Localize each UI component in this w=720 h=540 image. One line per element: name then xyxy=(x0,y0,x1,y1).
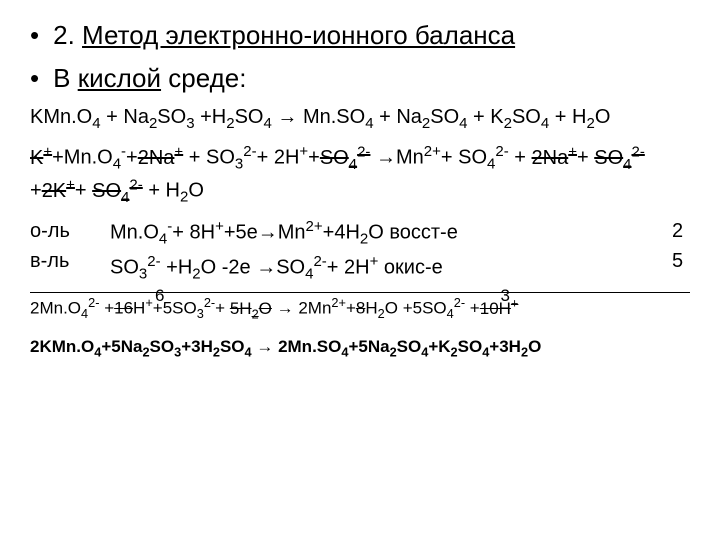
title-row: • 2. Метод электронно-ионного баланса xyxy=(30,20,690,51)
molecular-equation: KMn.O4 + Na2SO3 +H2SO4 → Mn.SO4 + Na2SO4… xyxy=(30,104,690,134)
oxidizer-label: о-ль xyxy=(30,216,90,246)
correction-6: 6 xyxy=(155,285,164,307)
environment-row: • В кислой среде: xyxy=(30,63,690,94)
environment-text: В кислой среде: xyxy=(53,63,246,94)
section-title: 2. Метод электронно-ионного баланса xyxy=(53,20,515,51)
correction-3: 3 xyxy=(501,285,510,307)
final-equation: 2KMn.O4+5Na2SO3+3H2SO4 → 2Mn.SO4+5Na2SO4… xyxy=(30,337,690,359)
half-reactions-block: о-ль в-ль Mn.O4-+ 8H++5e→Mn2++4H2O восст… xyxy=(30,216,690,286)
bullet-icon: • xyxy=(30,63,39,94)
coefficients: 2 5 xyxy=(660,216,690,286)
half-reactions-content: Mn.O4-+ 8H++5e→Mn2++4H2O восст-е SO32- +… xyxy=(110,216,690,286)
env-medium: кислой xyxy=(78,63,161,93)
coef-1: 2 xyxy=(672,216,690,246)
section-title-text: Метод электронно-ионного баланса xyxy=(82,20,515,50)
env-suffix: среде: xyxy=(161,63,246,93)
ionic-equation: K++Mn.O4-+2Na+ + SO32-+ 2H++SO42- →Mn2++… xyxy=(30,142,690,208)
bullet-icon: • xyxy=(30,20,39,51)
env-prefix: В xyxy=(53,63,78,93)
role-labels: о-ль в-ль xyxy=(30,216,90,286)
reducer-label: в-ль xyxy=(30,246,90,276)
divider-line xyxy=(30,292,690,293)
half-reaction-1: Mn.O4-+ 8H++5e→Mn2++4H2O восст-е xyxy=(110,216,660,251)
sum-equation: 6 3 2Mn.O42- +16H++5SO32-+ 5H2O → 2Mn2++… xyxy=(30,295,690,323)
section-number: 2. xyxy=(53,20,82,50)
half-reactions-text: Mn.O4-+ 8H++5e→Mn2++4H2O восст-е SO32- +… xyxy=(110,216,660,286)
coef-2: 5 xyxy=(672,246,690,276)
half-reaction-2: SO32- +H2O -2e →SO42-+ 2H+ окис-е xyxy=(110,251,660,286)
